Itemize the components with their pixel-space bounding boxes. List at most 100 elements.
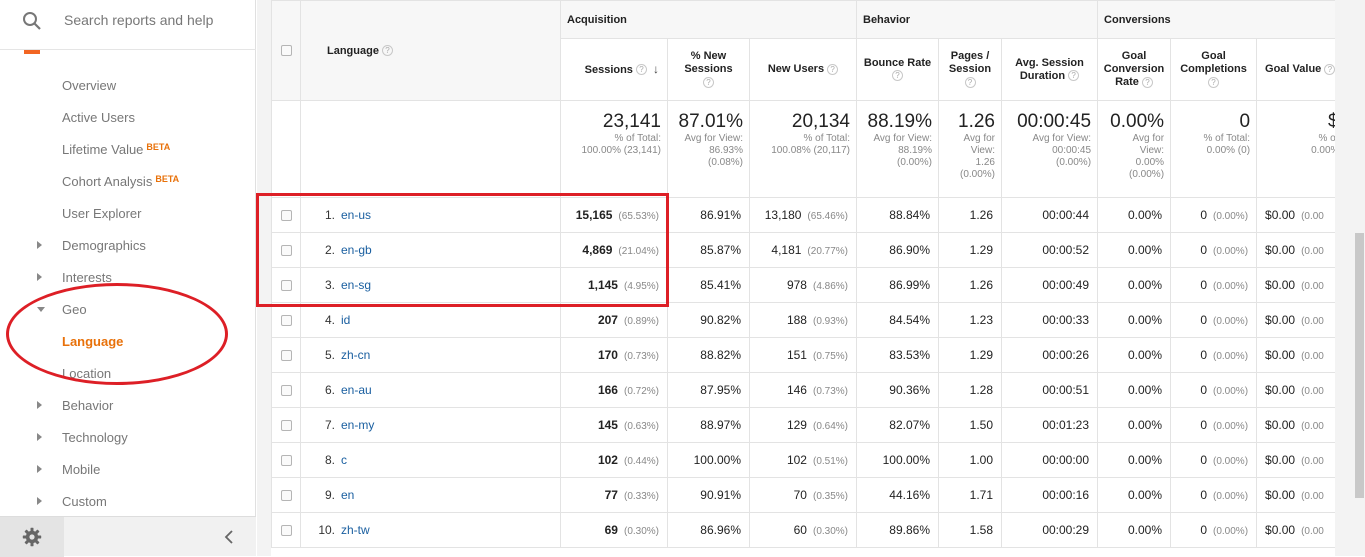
cell-language: 8. c bbox=[300, 442, 561, 478]
language-link[interactable]: zh-tw bbox=[341, 523, 370, 537]
row-checkbox[interactable] bbox=[280, 350, 292, 362]
help-icon[interactable]: ? bbox=[827, 63, 839, 75]
sidebar-item-custom[interactable]: Custom bbox=[62, 494, 107, 509]
help-icon[interactable]: ? bbox=[892, 70, 903, 82]
sidebar-item-user-explorer[interactable]: User Explorer bbox=[62, 206, 141, 221]
header-language[interactable]: Language ? bbox=[300, 0, 561, 101]
select-all-cell bbox=[271, 0, 301, 101]
sidebar-item-label: Overview bbox=[62, 78, 117, 93]
help-icon[interactable]: ? bbox=[636, 64, 647, 76]
language-link[interactable]: en-my bbox=[341, 418, 375, 432]
search-bar[interactable]: Search reports and help bbox=[0, 0, 256, 50]
cell-pages-session: 1.00 bbox=[938, 442, 1002, 478]
report-table-container: Language ? Acquisition Behavior Conversi… bbox=[271, 0, 1335, 556]
row-checkbox-cell bbox=[271, 197, 301, 233]
help-icon[interactable]: ? bbox=[703, 76, 714, 88]
settings-button[interactable] bbox=[0, 517, 64, 557]
cell-bounce-rate: 83.53% bbox=[856, 337, 939, 373]
language-link[interactable]: en bbox=[341, 488, 355, 502]
cell-percent: (0.00 bbox=[1301, 351, 1324, 362]
sidebar-item-cohort-analysis[interactable]: Cohort Analysis BETA bbox=[62, 174, 179, 189]
cell-goal-value: $0.00 (0.00 bbox=[1256, 337, 1335, 373]
sidebar-item-mobile[interactable]: Mobile bbox=[62, 462, 100, 477]
language-link[interactable]: en-au bbox=[341, 383, 372, 397]
help-icon[interactable]: ? bbox=[1208, 76, 1220, 88]
header-goal-value[interactable]: Goal Value ? bbox=[1256, 38, 1335, 101]
cell-pages-session: 1.71 bbox=[938, 477, 1002, 513]
cell-value: 0 bbox=[1200, 418, 1208, 432]
table-row: 6. en-au 166 (0.72%) 87.95% 146 (0.73%) 90.36% 1… bbox=[271, 372, 1335, 408]
sidebar-item-label: User Explorer bbox=[62, 206, 142, 221]
header-label: Pages / Session bbox=[948, 50, 992, 75]
language-link[interactable]: id bbox=[341, 313, 351, 327]
row-checkbox[interactable] bbox=[280, 385, 292, 397]
cell-sessions: 207 (0.89%) bbox=[560, 302, 668, 338]
language-link[interactable]: c bbox=[341, 453, 347, 467]
row-checkbox[interactable] bbox=[280, 525, 292, 537]
header-new-users[interactable]: New Users ? bbox=[749, 38, 857, 101]
row-checkbox[interactable] bbox=[280, 490, 292, 502]
language-link[interactable]: zh-cn bbox=[341, 348, 371, 362]
cell-new-users: 146 (0.73%) bbox=[749, 372, 857, 408]
sidebar-item-lifetime-value[interactable]: Lifetime Value BETA bbox=[62, 142, 170, 157]
select-all-checkbox[interactable] bbox=[280, 45, 292, 57]
help-icon[interactable]: ? bbox=[964, 76, 976, 88]
sidebar-item-location[interactable]: Location bbox=[62, 366, 111, 381]
sidebar-item-active-users[interactable]: Active Users bbox=[62, 110, 135, 125]
scrollbar-thumb[interactable] bbox=[1355, 233, 1364, 498]
group-behavior: Behavior bbox=[855, 0, 1099, 39]
sidebar-item-behavior[interactable]: Behavior bbox=[62, 398, 113, 413]
header-avg-session-duration[interactable]: Avg. Session Duration ? bbox=[1000, 38, 1099, 101]
cell-new-users: 102 (0.51%) bbox=[749, 442, 857, 478]
sort-desc-icon[interactable]: ↓ bbox=[653, 61, 659, 76]
sidebar-item-label: Custom bbox=[62, 494, 107, 509]
cell-value: 102 bbox=[786, 453, 807, 467]
row-checkbox[interactable] bbox=[280, 455, 292, 467]
sidebar-item-interests[interactable]: Interests bbox=[62, 270, 112, 285]
cell-pct-new-sessions: 85.41% bbox=[667, 267, 750, 303]
header-sessions[interactable]: Sessions ? ↓ bbox=[560, 38, 668, 101]
sidebar-item-technology[interactable]: Technology bbox=[62, 430, 128, 445]
cell-bounce-rate: 86.90% bbox=[856, 232, 939, 268]
cell-new-users: 13,180 (65.46%) bbox=[749, 197, 857, 233]
cell-value: $0.00 bbox=[1265, 313, 1296, 327]
cell-value: 146 bbox=[786, 383, 807, 397]
row-checkbox[interactable] bbox=[280, 420, 292, 432]
row-checkbox[interactable] bbox=[280, 245, 292, 257]
sidebar-item-geo[interactable]: Geo bbox=[62, 302, 87, 317]
cell-pct-new-sessions: 88.82% bbox=[667, 337, 750, 373]
header-pages-session[interactable]: Pages / Session? bbox=[938, 38, 1002, 101]
cell-language: 5. zh-cn bbox=[300, 337, 561, 373]
help-icon[interactable]: ? bbox=[1324, 63, 1335, 75]
cell-percent: (0.00 bbox=[1301, 246, 1324, 257]
cell-new-users: 978 (4.86%) bbox=[749, 267, 857, 303]
row-checkbox-cell bbox=[271, 442, 301, 478]
row-index: 2. bbox=[324, 243, 335, 257]
sidebar-item-demographics[interactable]: Demographics bbox=[62, 238, 146, 253]
header-bounce-rate[interactable]: Bounce Rate? bbox=[856, 38, 939, 101]
help-icon[interactable]: ? bbox=[1068, 70, 1080, 82]
header-label: Avg. Session Duration bbox=[1015, 56, 1084, 82]
language-link[interactable]: en-gb bbox=[341, 243, 372, 257]
cell-goal-value: $0.00 (0.00 bbox=[1256, 232, 1335, 268]
header-goal-completions[interactable]: Goal Completions? bbox=[1170, 38, 1258, 101]
cell-value: $0.00 bbox=[1265, 418, 1296, 432]
row-checkbox[interactable] bbox=[280, 210, 292, 222]
help-icon[interactable]: ? bbox=[382, 45, 394, 57]
sidebar-item-overview[interactable]: Overview bbox=[62, 78, 116, 93]
search-input[interactable]: Search reports and help bbox=[64, 12, 214, 28]
row-checkbox[interactable] bbox=[280, 280, 292, 292]
language-link[interactable]: en-sg bbox=[341, 278, 372, 292]
help-icon[interactable]: ? bbox=[1141, 76, 1153, 88]
row-index: 6. bbox=[324, 383, 335, 397]
language-link[interactable]: en-us bbox=[341, 208, 372, 222]
header-goal-conversion-rate[interactable]: Goal Conversion Rate ? bbox=[1097, 38, 1172, 101]
cell-goal-completions: 0 (0.00%) bbox=[1170, 302, 1258, 338]
cell-goal-conversion-rate: 0.00% bbox=[1097, 197, 1172, 233]
chevron-left-icon[interactable] bbox=[222, 529, 236, 545]
cell-goal-conversion-rate: 0.00% bbox=[1097, 512, 1172, 548]
sidebar-item-language[interactable]: Language bbox=[62, 334, 123, 349]
cell-percent: (4.95%) bbox=[623, 281, 659, 292]
header-pct-new-sessions[interactable]: % New Sessions? bbox=[667, 38, 750, 101]
row-checkbox[interactable] bbox=[280, 315, 292, 327]
